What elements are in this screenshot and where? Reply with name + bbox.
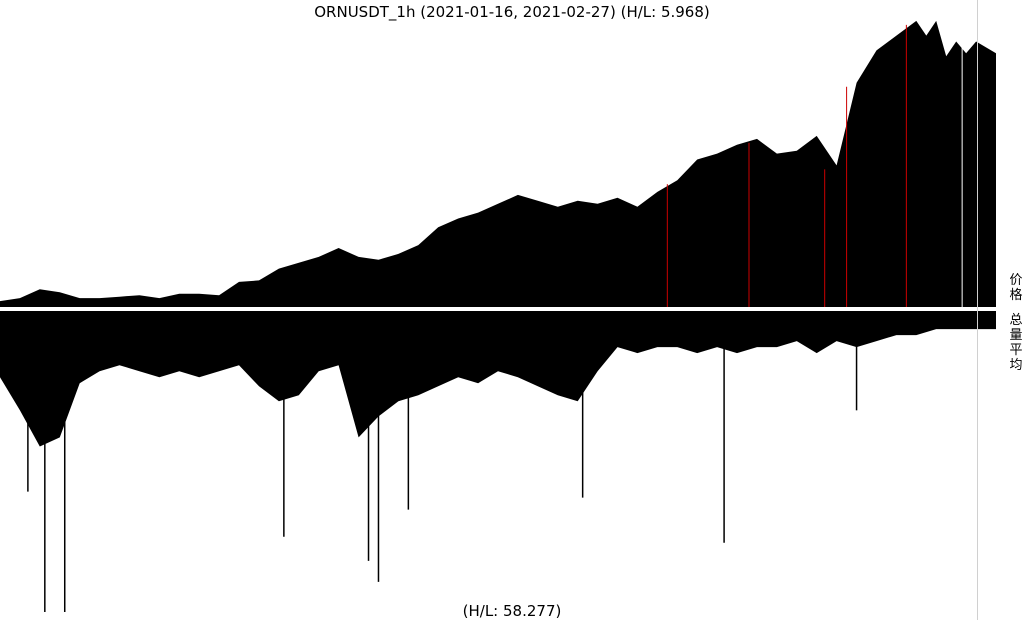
volume-axis-label: 总量平均 xyxy=(1009,313,1022,373)
price-area-series xyxy=(0,20,996,308)
marker-layer xyxy=(666,20,963,307)
chart-title: ORNUSDT_1h (2021-01-16, 2021-02-27) (H/L… xyxy=(314,3,710,22)
volume-area-series xyxy=(0,311,996,447)
panel-separator xyxy=(0,307,996,311)
volume-panel xyxy=(0,311,996,612)
price-axis-label: 价格 xyxy=(1009,273,1022,303)
volume-hl-label: (H/L: 58.277) xyxy=(463,602,562,620)
price-panel xyxy=(0,20,996,308)
